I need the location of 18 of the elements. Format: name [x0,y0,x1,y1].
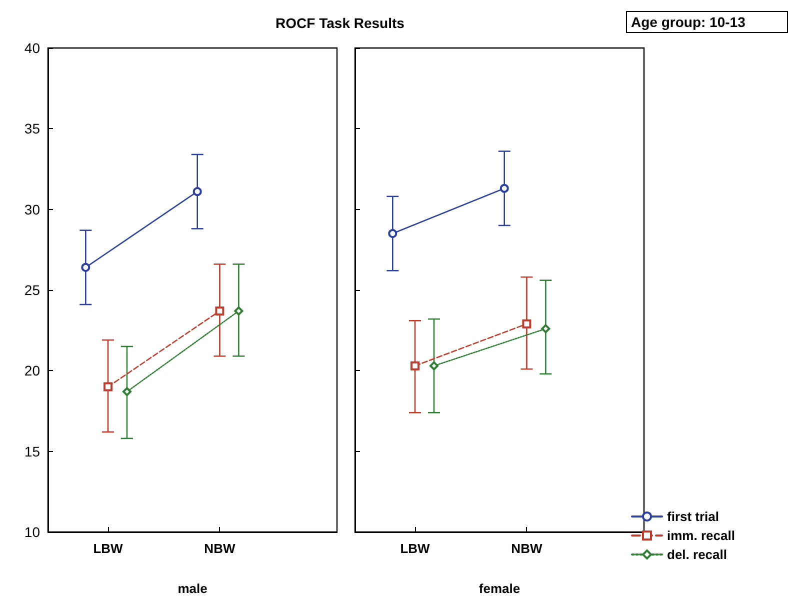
x-tick-label: LBW [400,541,431,556]
y-tick-label: 10 [24,524,40,540]
y-tick-label: 25 [24,282,40,298]
x-tick-label: LBW [93,541,124,556]
legend-label: del. recall [667,547,727,562]
legend-label: first trial [667,509,720,524]
chart-title: ROCF Task Results [276,15,404,31]
y-tick-label: 15 [24,443,40,460]
x-tick-label: NBW [204,541,236,556]
y-tick-label: 40 [24,40,40,56]
x-axis-title: male [178,581,208,596]
x-axis-title: female [478,581,520,596]
y-tick-label: 30 [24,201,40,218]
x-tick-label: NBW [511,541,543,556]
y-tick-label: 20 [24,362,40,379]
text: Age group: 10-13 [626,11,788,33]
legend-label: imm. recall [667,528,735,543]
y-tick-label: 35 [24,120,40,137]
